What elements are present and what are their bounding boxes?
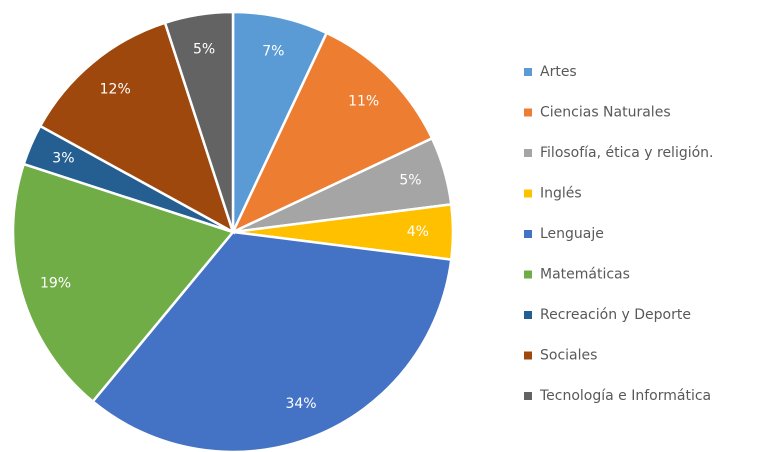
legend-swatch	[524, 108, 532, 117]
legend-label: Filosofía, ética y religión.	[540, 145, 714, 161]
pie-slice	[163, 10, 235, 233]
legend-swatch	[524, 392, 532, 400]
slice-label: 11%	[348, 93, 379, 109]
slice-label: 4%	[407, 224, 429, 240]
legend-label: Lenguaje	[540, 226, 604, 242]
pie-slice	[91, 230, 453, 452]
legend-label: Inglés	[540, 186, 582, 202]
legend-label: Sociales	[540, 348, 597, 364]
legend-swatch	[524, 189, 532, 198]
pie-slice	[230, 31, 434, 235]
legend-swatch	[524, 311, 532, 319]
legend-label: Matemáticas	[540, 267, 630, 283]
legend-swatch	[524, 230, 532, 238]
legend-label: Artes	[540, 64, 577, 80]
slice-label: 12%	[100, 82, 131, 98]
slice-label: 5%	[399, 172, 421, 188]
slice-label: 5%	[193, 41, 215, 57]
legend-label: Tecnología e Informática	[539, 388, 711, 404]
pie-slice	[11, 162, 236, 404]
slice-label: 7%	[262, 44, 284, 60]
slice-label: 3%	[52, 151, 74, 167]
legend-swatch	[524, 270, 532, 279]
legend-swatch	[524, 351, 532, 360]
slice-label: 19%	[40, 276, 71, 292]
legend-swatch	[524, 68, 532, 76]
pie-slice	[38, 21, 236, 235]
legend-label: Ciencias Naturales	[540, 105, 671, 121]
legend-swatch	[524, 149, 532, 157]
legend-label: Recreación y Deporte	[540, 307, 691, 323]
slice-label: 34%	[285, 396, 316, 412]
